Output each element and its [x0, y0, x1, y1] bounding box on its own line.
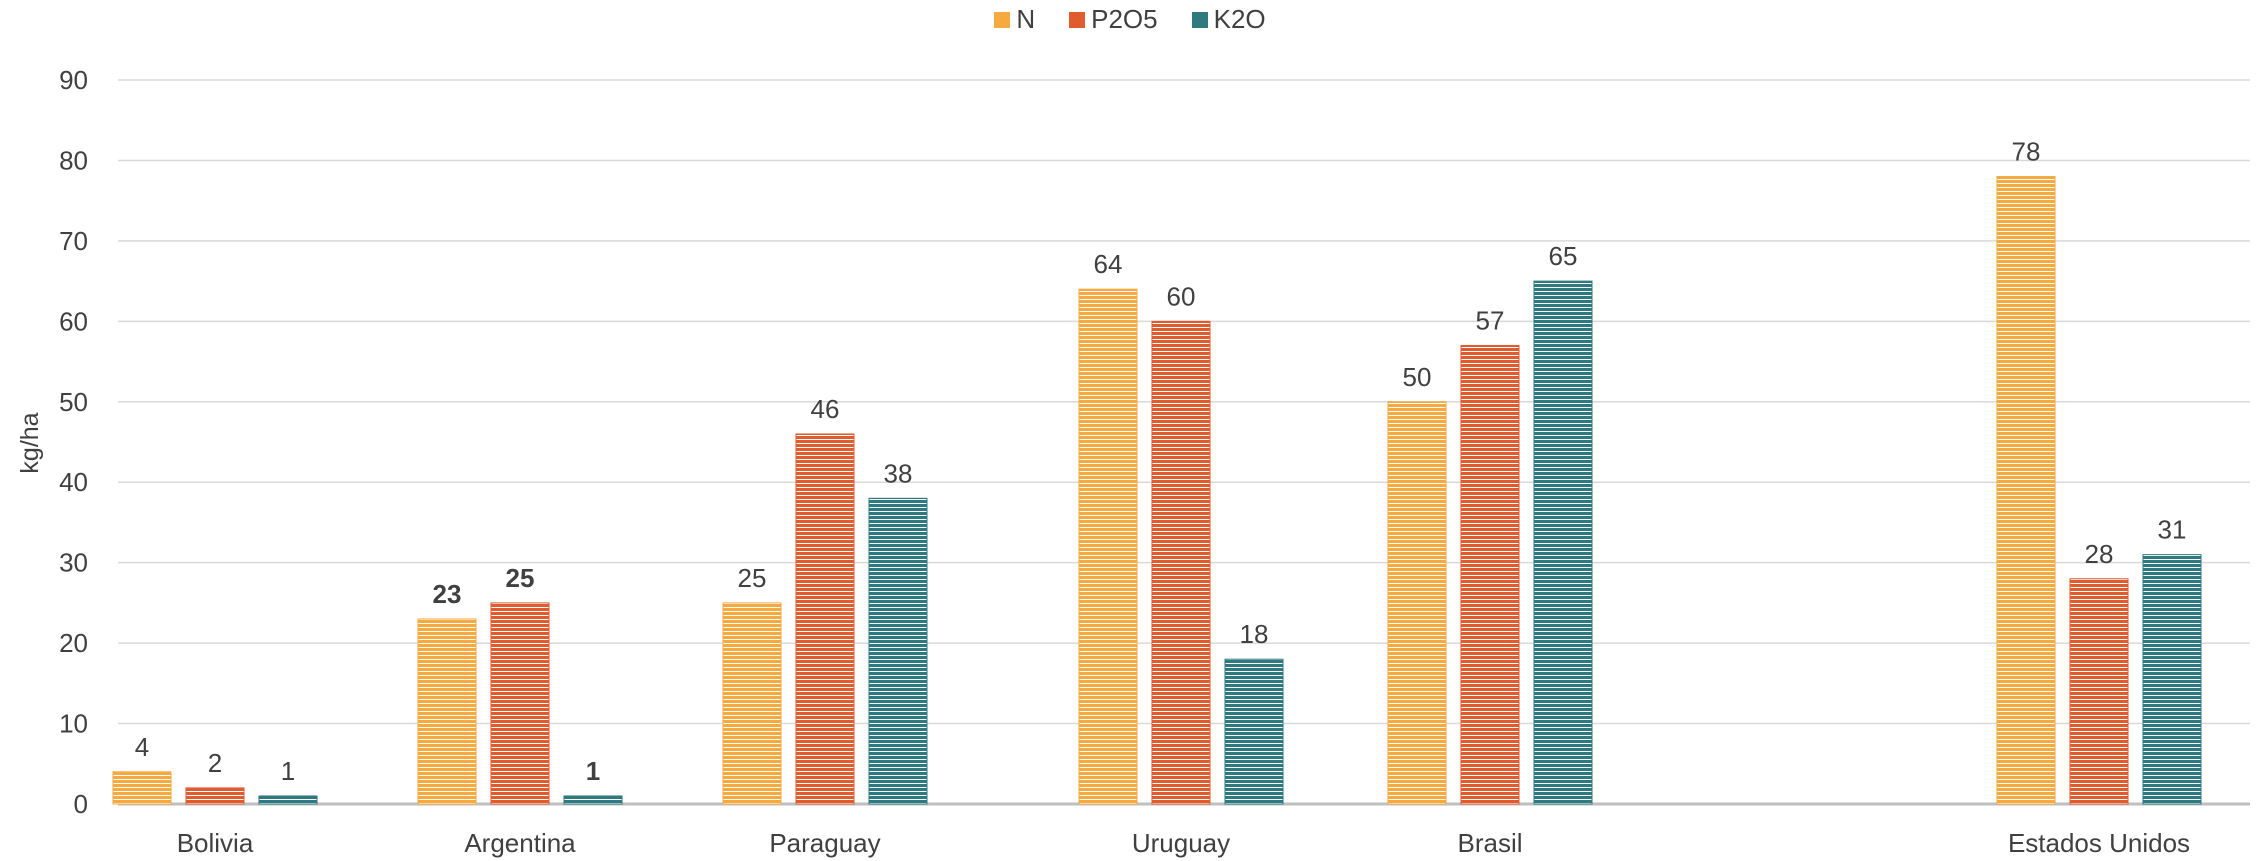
data-label: 60 [1167, 281, 1196, 311]
bar [1460, 344, 1520, 805]
legend-label-p2o5: P2O5 [1091, 4, 1158, 34]
bar [258, 795, 318, 805]
y-tick-label: 90 [59, 65, 88, 95]
y-tick-label: 60 [59, 306, 88, 336]
data-label: 31 [2158, 515, 2187, 545]
y-tick-label: 20 [59, 628, 88, 658]
bar [1996, 176, 2056, 805]
legend-label-n: N [1016, 4, 1036, 34]
legend-swatch-k2o [1191, 11, 1208, 28]
bar [185, 787, 245, 805]
data-label: 1 [281, 756, 295, 786]
data-label: 2 [208, 748, 222, 778]
legend-item-k2o: K2O [1191, 4, 1266, 35]
x-tick-label: Estados Unidos [2008, 828, 2190, 858]
data-label: 64 [1094, 249, 1123, 279]
data-label: 46 [811, 394, 840, 424]
bars [112, 176, 2202, 805]
y-tick-label: 10 [59, 709, 88, 739]
bar [1224, 658, 1284, 805]
data-label: 25 [506, 563, 535, 593]
x-tick-label: Uruguay [1132, 828, 1230, 858]
legend-swatch-n [994, 11, 1011, 28]
x-tick-label: Bolivia [177, 828, 254, 858]
legend-item-n: N [994, 4, 1035, 35]
data-label: 50 [1403, 362, 1432, 392]
bar [795, 433, 855, 805]
data-label: 1 [586, 756, 600, 786]
bar [490, 602, 550, 805]
data-label: 65 [1549, 241, 1578, 271]
y-tick-label: 50 [59, 387, 88, 417]
bar [1078, 288, 1138, 805]
legend-swatch-p2o5 [1069, 11, 1086, 28]
bar [1387, 401, 1447, 805]
data-label: 18 [1240, 619, 1269, 649]
data-label: 78 [2012, 137, 2041, 167]
y-tick-label: 0 [74, 789, 88, 819]
data-label: 4 [135, 732, 149, 762]
y-axis-title: kg/ha [16, 412, 44, 473]
x-tick-label: Brasil [1457, 828, 1522, 858]
bar [1533, 280, 1593, 805]
data-label: 25 [738, 563, 767, 593]
data-label: 57 [1476, 305, 1505, 335]
data-label: 38 [884, 458, 913, 488]
y-tick-label: 70 [59, 226, 88, 256]
y-tick-label: 40 [59, 467, 88, 497]
bar [417, 618, 477, 805]
x-tick-label: Paraguay [769, 828, 880, 858]
y-tick-label: 80 [59, 145, 88, 175]
bar [2142, 554, 2202, 805]
legend-label-k2o: K2O [1213, 4, 1266, 34]
bar [1151, 320, 1211, 805]
bar [722, 602, 782, 805]
y-tick-label: 30 [59, 548, 88, 578]
data-label: 28 [2085, 539, 2114, 569]
bar [2069, 578, 2129, 805]
legend-item-p2o5: P2O5 [1069, 4, 1158, 35]
bar [563, 795, 623, 805]
bar [868, 497, 928, 805]
data-label: 23 [433, 579, 462, 609]
bar [112, 771, 172, 805]
x-tick-label: Argentina [464, 828, 576, 858]
legend: N P2O5 K2O [0, 4, 2260, 35]
